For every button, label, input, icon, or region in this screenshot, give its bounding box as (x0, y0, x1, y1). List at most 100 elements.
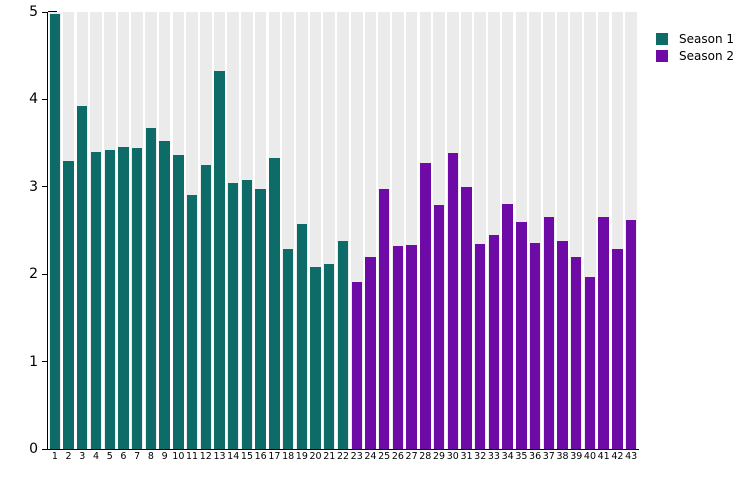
bar-season-2-x33 (488, 234, 500, 449)
y-tick-mark (42, 361, 47, 363)
x-tick-label: 25 (378, 451, 391, 462)
x-tick-label: 23 (350, 451, 363, 462)
legend-item-season-2: Season 2 (656, 47, 734, 64)
season-2-swatch-icon (656, 49, 668, 62)
bar-season-2-x24 (365, 256, 376, 449)
x-tick-label: 4 (92, 451, 100, 462)
x-tick-label: 17 (268, 451, 281, 462)
bar-season-2-x30 (447, 152, 458, 449)
x-tick-label: 14 (227, 451, 240, 462)
bar-season-1-x10 (173, 155, 184, 449)
legend-label-season-1: Season 1 (679, 31, 735, 46)
x-tick-label: 20 (309, 451, 322, 462)
x-tick-label: 18 (282, 451, 295, 462)
legend-label-season-2: Season 2 (679, 48, 735, 63)
x-tick-label: 36 (529, 451, 542, 462)
x-tick-label: 43 (625, 451, 638, 462)
x-tick-label: 41 (597, 451, 610, 462)
x-tick-label: 38 (556, 451, 569, 462)
x-tick-label: 34 (501, 451, 514, 462)
bar-season-1-x3 (77, 106, 88, 449)
bar-season-1-x17 (269, 157, 280, 449)
x-tick-label: 37 (542, 451, 555, 462)
x-tick-label: 31 (460, 451, 473, 462)
x-tick-label: 40 (583, 451, 597, 462)
bar-season-2-x34 (502, 204, 513, 449)
x-tick-label: 29 (432, 451, 446, 462)
bar-season-1-x16 (255, 189, 266, 449)
y-tick-mark (42, 448, 47, 450)
x-tick-label: 28 (419, 451, 432, 462)
bar-season-1-x15 (241, 179, 253, 449)
background-stripe (529, 12, 541, 449)
bar-season-2-x42 (612, 248, 623, 449)
x-tick-label: 24 (364, 451, 377, 462)
x-tick-label: 32 (474, 451, 487, 462)
bar-season-1-x9 (159, 141, 170, 449)
y-tick-label: 4 (29, 91, 38, 108)
bar-season-2-x23 (351, 282, 362, 449)
x-tick-label: 2 (65, 451, 72, 462)
x-tick-label: 13 (213, 451, 226, 462)
bar-season-2-x39 (571, 256, 582, 449)
x-tick-label: 42 (611, 451, 624, 462)
y-tick-mark (42, 273, 47, 275)
bar-season-1-x7 (131, 148, 143, 449)
x-tick-label: 26 (391, 451, 404, 462)
x-tick-label: 7 (134, 451, 141, 462)
bar-season-1-x8 (145, 128, 157, 449)
background-stripe (309, 12, 322, 449)
x-tick-label: 8 (147, 451, 154, 462)
x-tick-label: 22 (336, 451, 350, 462)
bar-season-2-x38 (557, 241, 568, 449)
x-tick-label: 19 (295, 451, 308, 462)
bar-season-1-x14 (228, 183, 239, 449)
bar-season-2-x32 (475, 243, 486, 449)
bar-season-2-x29 (433, 205, 445, 449)
bar-season-1-x19 (296, 224, 308, 449)
x-tick-label: 6 (120, 451, 127, 462)
y-tick-label: 0 (29, 441, 38, 457)
season-1-swatch-icon (656, 32, 668, 45)
background-stripe (474, 12, 486, 449)
x-tick-label: 9 (161, 451, 168, 462)
x-tick-label: 10 (172, 451, 185, 462)
y-tick-label: 1 (29, 353, 38, 370)
bar-season-1-x1 (49, 13, 61, 449)
background-stripe (323, 12, 336, 449)
background-stripe (350, 12, 363, 449)
x-tick-label: 15 (240, 451, 253, 462)
bar-season-1-x6 (118, 146, 129, 449)
bar-season-1-x5 (104, 150, 115, 449)
x-tick-label: 11 (186, 451, 199, 462)
bar-season-1-x13 (214, 70, 225, 449)
background-stripe (405, 12, 418, 449)
bar-season-2-x41 (598, 216, 609, 449)
x-tick-label: 27 (405, 451, 418, 462)
bar-season-2-x28 (420, 163, 431, 449)
bar-season-1-x2 (63, 161, 74, 449)
x-tick-label: 21 (323, 451, 336, 462)
bar-season-1-x20 (310, 267, 321, 449)
bar-season-1-x21 (324, 263, 335, 449)
y-tick-mark (42, 98, 47, 100)
y-axis-top-tick (48, 11, 57, 12)
x-tick-label: 35 (515, 451, 528, 462)
background-stripe (570, 12, 583, 449)
x-tick-label: 12 (199, 451, 212, 462)
background-stripe (584, 12, 596, 449)
x-tick-label: 1 (51, 451, 58, 462)
bar-season-1-x4 (90, 151, 102, 449)
bar-season-2-x43 (625, 220, 637, 449)
bar-season-1-x18 (282, 248, 294, 449)
bar-season-1-x22 (337, 241, 349, 449)
bar-season-2-x27 (406, 245, 417, 449)
background-stripe (556, 12, 569, 449)
bar-season-2-x25 (378, 188, 390, 449)
y-tick-label: 2 (29, 266, 38, 283)
x-tick-label: 30 (446, 451, 459, 462)
bar-season-2-x35 (516, 221, 527, 449)
bar-season-2-x40 (584, 276, 596, 449)
x-tick-label: 16 (254, 451, 267, 462)
